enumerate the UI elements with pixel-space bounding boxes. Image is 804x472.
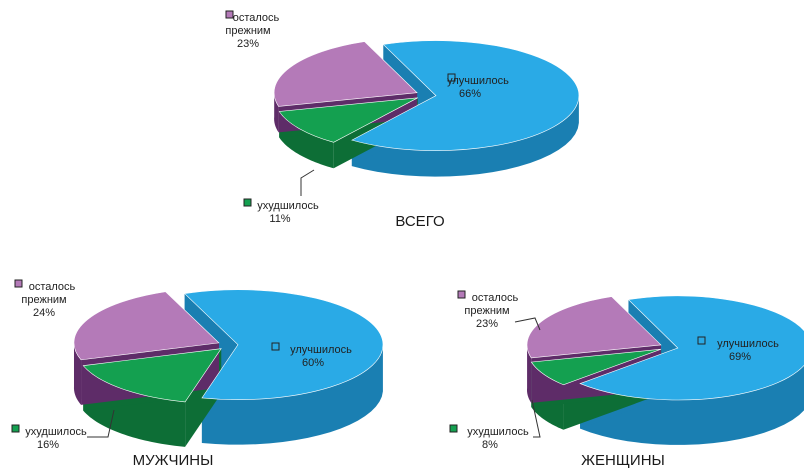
pie-slice xyxy=(530,348,662,386)
slice-label: улучшилось xyxy=(290,344,352,356)
slice-label: улучшилось xyxy=(447,75,509,87)
pie-slice-side xyxy=(73,341,82,405)
legend-marker xyxy=(457,290,466,299)
slice-value-label: 66% xyxy=(459,88,481,100)
slice-value-label: 8% xyxy=(482,439,498,451)
slice-label: улучшилось xyxy=(717,338,779,350)
legend-marker xyxy=(243,198,252,207)
slice-label: осталось прежним xyxy=(225,12,279,37)
slice-label: ухудшилось xyxy=(467,426,529,438)
legend-marker xyxy=(11,424,20,433)
slice-value-label: 69% xyxy=(729,351,751,363)
pie-slice xyxy=(273,41,418,107)
legend-marker xyxy=(447,73,456,82)
slice-label: осталось прежним xyxy=(464,292,518,317)
slice-label: ухудшилось xyxy=(257,200,319,212)
legend-marker xyxy=(449,424,458,433)
legend-marker xyxy=(271,342,280,351)
slice-value-label: 11% xyxy=(269,213,290,225)
pie-slice xyxy=(526,296,662,359)
slice-value-label: 60% xyxy=(302,357,324,369)
chart-title: ЖЕНЩИНЫ xyxy=(581,452,665,469)
leader-line xyxy=(87,409,115,438)
legend-marker xyxy=(697,336,706,345)
slice-value-label: 24% xyxy=(33,307,55,319)
slice-value-label: 16% xyxy=(37,439,59,451)
pie-slice-side xyxy=(580,365,804,445)
chart-title: ВСЕГО xyxy=(395,213,444,230)
pie-slice xyxy=(82,348,222,403)
pie-slice xyxy=(73,291,220,361)
pie-slice xyxy=(351,40,580,151)
pie-slice-side xyxy=(351,96,579,177)
slice-label: ухудшилось xyxy=(25,426,87,438)
pie-slice-side xyxy=(526,342,532,403)
leader-line xyxy=(514,317,541,331)
pie-slice xyxy=(579,295,804,401)
chart-title: МУЖЧИНЫ xyxy=(133,452,214,469)
legend-marker xyxy=(14,279,23,288)
pie-slice-side xyxy=(201,346,383,445)
pie-slice-side xyxy=(274,90,279,133)
legend-marker xyxy=(225,10,234,19)
pie-slice xyxy=(183,289,384,400)
slice-value-label: 23% xyxy=(237,38,259,50)
leader-line xyxy=(531,399,541,438)
pie-slice xyxy=(278,97,418,143)
leader-line xyxy=(300,169,315,196)
slice-label: осталось прежним xyxy=(21,281,75,306)
slice-value-label: 23% xyxy=(476,318,498,330)
